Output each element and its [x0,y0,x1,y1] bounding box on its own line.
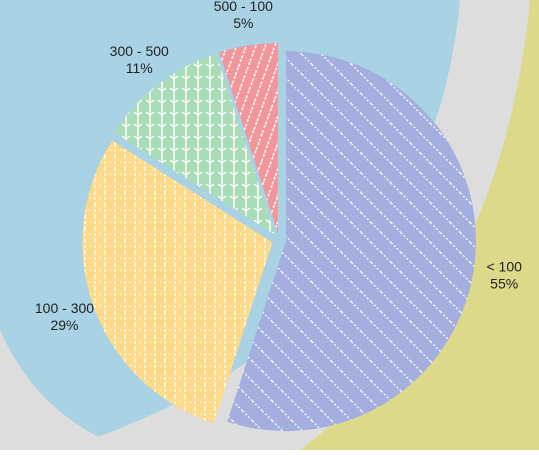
slice-value-label: 55% [490,276,518,292]
slice-label: 300 - 500 [110,43,169,59]
slice-value-label: 5% [233,15,253,31]
slice-value-label: 11% [126,60,153,76]
slice-label: 100 - 300 [35,300,94,316]
slice-label: < 100 [486,259,522,275]
slice-label: 500 - 100 [214,0,273,14]
chart: < 10055% 100 - 30029% 300 - 50011% 500 - 10… [0,0,539,450]
slice-value-label: 29% [50,317,78,333]
